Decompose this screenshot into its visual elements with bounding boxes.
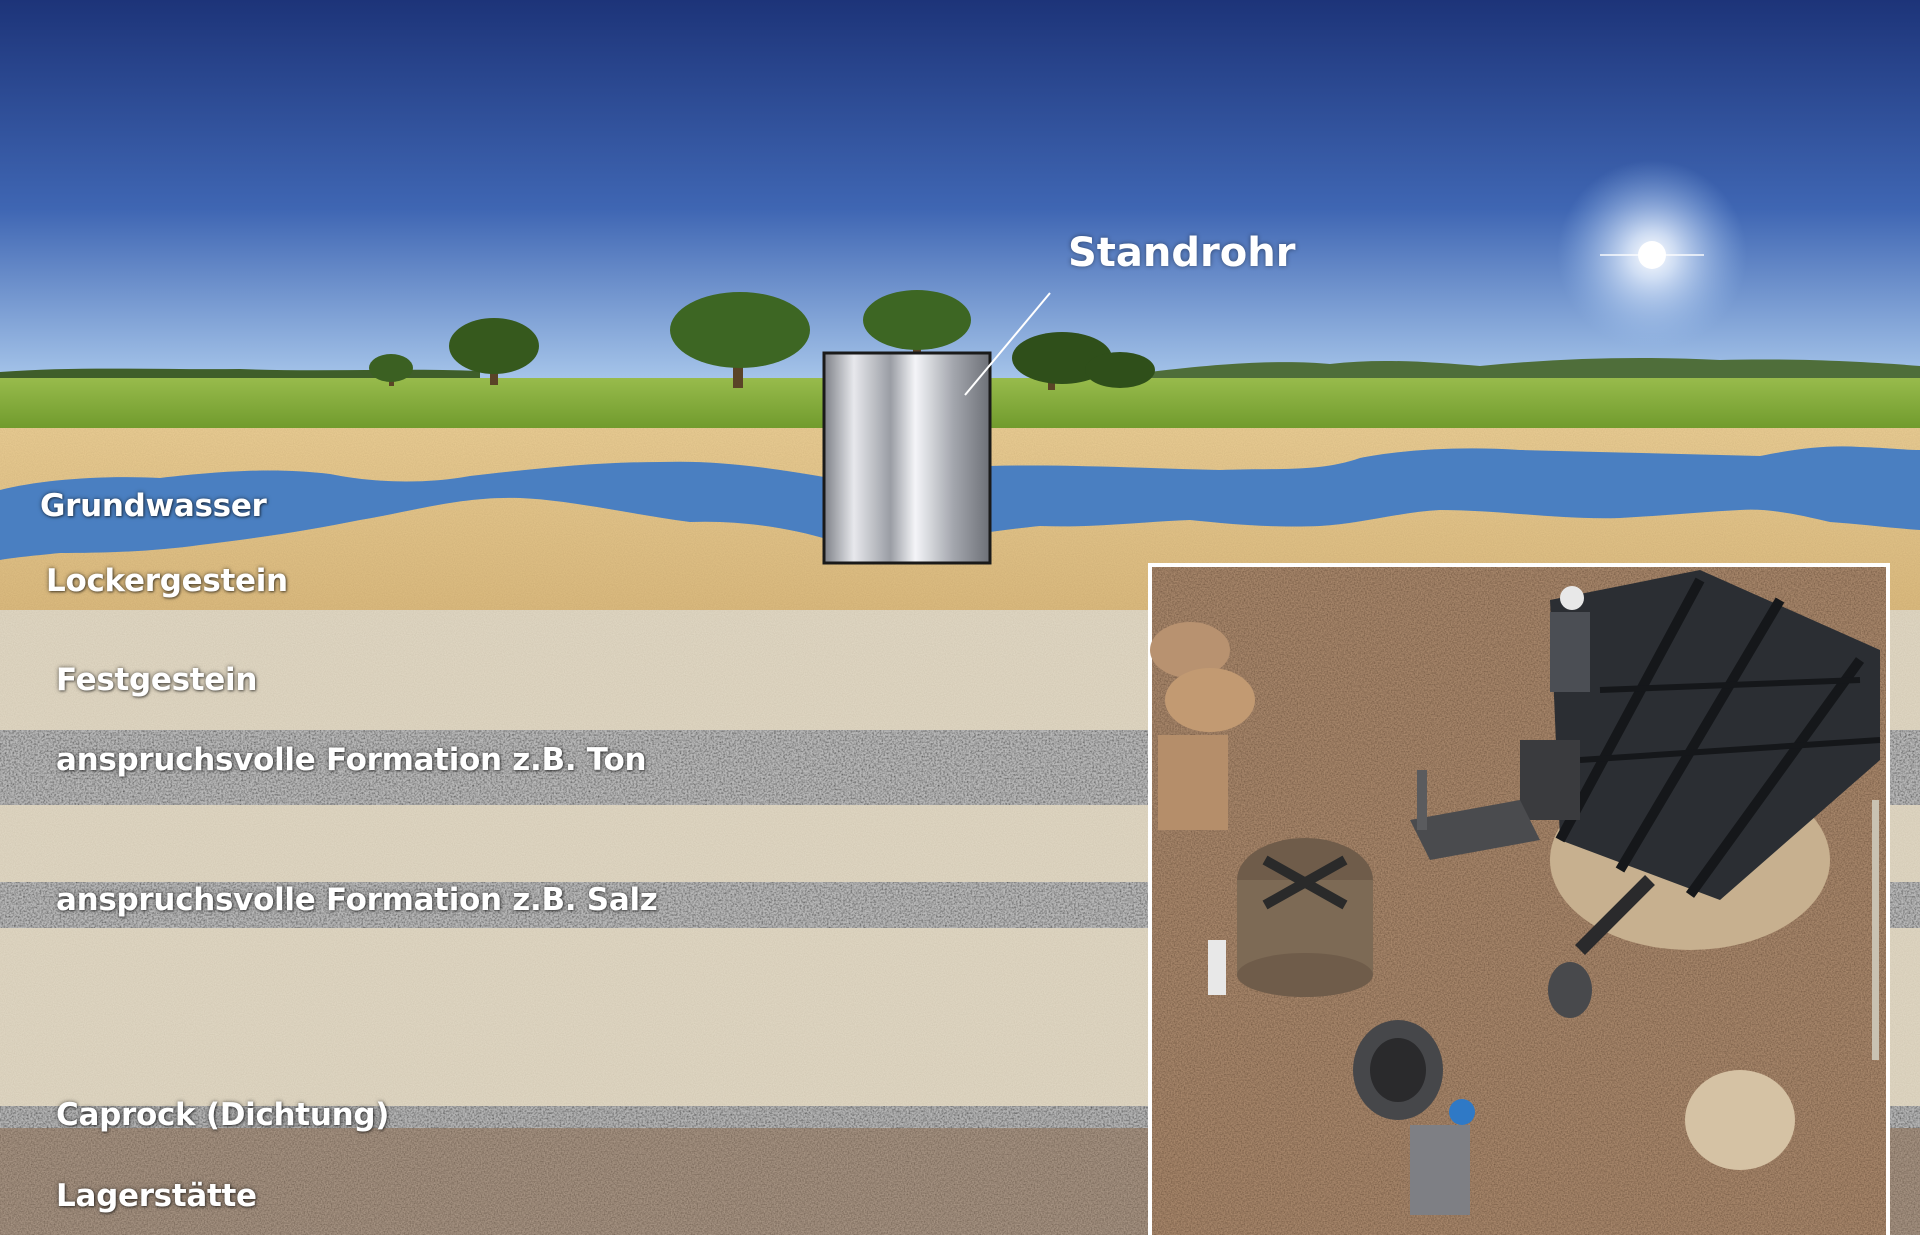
lockergestein-label: Lockergestein: [46, 563, 288, 599]
standrohr-label: Standrohr: [1068, 230, 1296, 276]
grundwasser-label: Grundwasser: [40, 488, 267, 524]
tree-1: [369, 354, 413, 386]
standrohr-pipe: [822, 351, 992, 565]
caprock-label: Caprock (Dichtung): [56, 1097, 390, 1133]
grundwasser-layer: [0, 461, 830, 560]
tree-4: [863, 290, 971, 355]
tree-2: [449, 318, 539, 385]
tree-3: [670, 292, 810, 388]
formation-ton-label: anspruchsvolle Formation z.B. Ton: [56, 742, 647, 778]
callout-leader-line: [964, 292, 1051, 396]
formation-salz-label: anspruchsvolle Formation z.B. Salz: [56, 882, 658, 918]
drilling-photo: [1148, 563, 1890, 1235]
tree-5: [1012, 332, 1155, 390]
grundwasser-layer-right: [990, 446, 1920, 532]
festgestein-label: Festgestein: [56, 662, 258, 698]
lagerstaette-label: Lagerstätte: [56, 1178, 257, 1214]
